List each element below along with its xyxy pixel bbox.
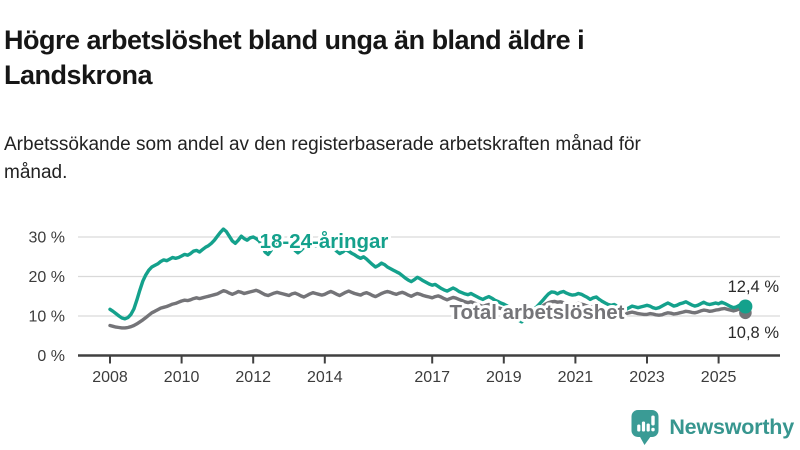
x-tick-label-2025: 2025 <box>701 369 737 386</box>
chart-subtitle: Arbetssökande som andel av den registerb… <box>4 134 641 183</box>
y-tick-label-20: 20 % <box>29 269 65 286</box>
x-tick-label-2008: 2008 <box>92 369 128 386</box>
newsworthy-logo: Newsworthy <box>630 408 794 446</box>
bar-chart-bubble-icon <box>631 410 659 445</box>
page-title: Högre arbetslöshet bland unga än bland ä… <box>4 25 585 90</box>
series-label-youth: 18-24-åringar <box>260 230 389 253</box>
x-tick-label-2012: 2012 <box>235 369 271 386</box>
x-tick-label-2017: 2017 <box>414 369 450 386</box>
x-tick-label-2019: 2019 <box>486 369 522 386</box>
x-tick-label-2023: 2023 <box>629 369 665 386</box>
series-line-youth <box>108 227 748 324</box>
newsworthy-brand-text: Newsworthy <box>669 414 794 439</box>
x-tick-label-2010: 2010 <box>164 369 200 386</box>
series-label-total: Total arbetslöshet <box>449 301 624 324</box>
end-value-youth: 12,4 % <box>728 278 780 296</box>
end-dot-youth <box>738 299 753 314</box>
y-tick-label-10: 10 % <box>29 309 65 326</box>
x-tick-label-2021: 2021 <box>558 369 594 386</box>
end-value-total: 10,8 % <box>728 324 780 342</box>
y-tick-label-0: 0 % <box>37 348 65 365</box>
x-tick-label-2014: 2014 <box>307 369 343 386</box>
y-tick-label-30: 30 % <box>29 230 65 247</box>
series-line-total <box>108 288 748 330</box>
